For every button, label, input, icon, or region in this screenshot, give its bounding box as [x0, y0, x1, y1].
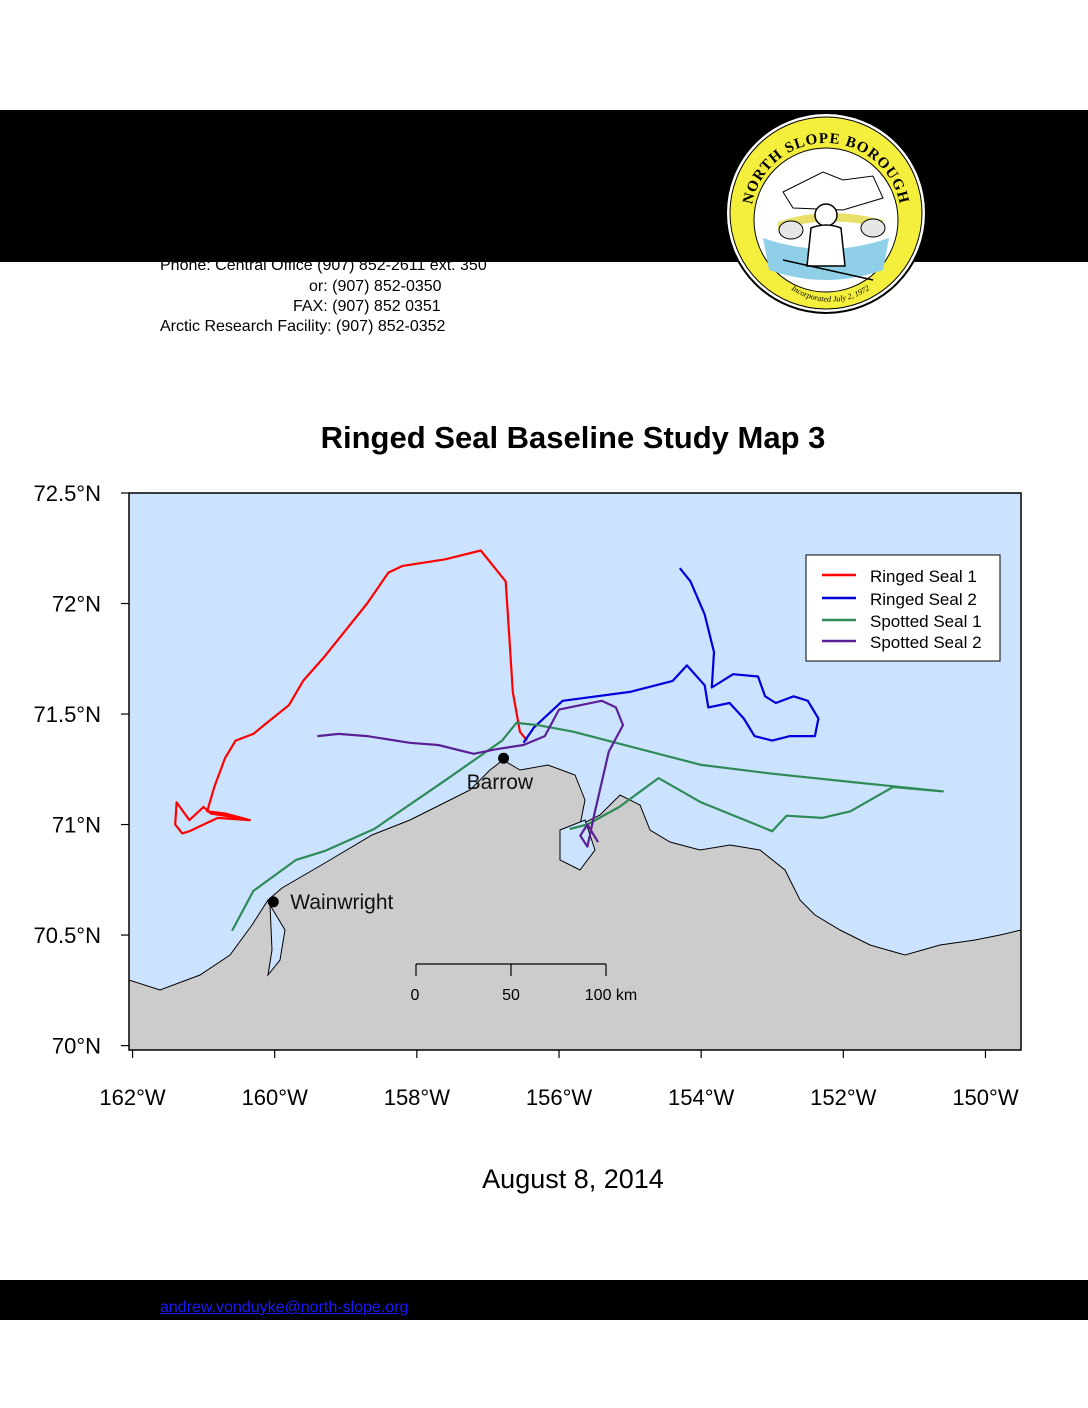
- lat-tick-label: 70.5°N: [33, 923, 101, 948]
- scale-bar: 0 50 100 km: [411, 963, 637, 1004]
- place-marker-wainwright: [267, 896, 279, 908]
- lagoon-dease: [559, 819, 596, 871]
- places-layer: Barrow Wainwright: [267, 752, 534, 914]
- legend-label-spotted-seal-2: Spotted Seal 2: [870, 633, 982, 652]
- place-label-wainwright: Wainwright: [290, 891, 393, 914]
- legend-label-spotted-seal-1: Spotted Seal 1: [870, 612, 982, 631]
- lon-tick-label: 160°W: [242, 1085, 309, 1110]
- lat-tick-label: 72.5°N: [33, 481, 101, 506]
- phone-line: Phone: Central Office (907) 852-2611 ext…: [160, 257, 487, 274]
- track-ringed-seal-1: [174, 549, 528, 835]
- lon-tick-label: 152°W: [810, 1085, 877, 1110]
- lon-tick-label: 162°W: [99, 1085, 166, 1110]
- research-line: Arctic Research Facility: (907) 852-0352: [160, 318, 446, 335]
- scale-label-100: 100 km: [585, 987, 637, 1004]
- place-label-barrow: Barrow: [467, 771, 534, 794]
- map-date: August 8, 2014: [482, 1164, 664, 1194]
- lat-tick-label: 71.5°N: [33, 702, 101, 727]
- map-frame: [128, 492, 1022, 1051]
- track-spotted-seal-2: [317, 699, 625, 848]
- map-land: [128, 759, 1022, 1051]
- tracks-layer: [174, 549, 944, 932]
- lon-tick-label: 156°W: [526, 1085, 593, 1110]
- scale-label-0: 0: [411, 987, 420, 1004]
- lon-tick-label: 150°W: [952, 1085, 1019, 1110]
- alt-phone-line: or: (907) 852-0350: [309, 278, 442, 295]
- legend: Ringed Seal 1 Ringed Seal 2 Spotted Seal…: [805, 554, 1001, 662]
- legend-box: [805, 554, 1001, 662]
- map-title: Ringed Seal Baseline Study Map 3: [320, 420, 826, 455]
- axis-layer: 162°W 160°W 158°W 156°W 154°W 152°W 150°W 72.5°…: [33, 481, 1018, 1110]
- scale-label-50: 50: [502, 987, 520, 1004]
- lon-tick-label: 158°W: [384, 1085, 451, 1110]
- fax-line: FAX: (907) 852 0351: [293, 298, 441, 315]
- lat-tick-label: 71°N: [52, 813, 101, 838]
- lat-tick-label: 72°N: [52, 592, 101, 617]
- place-marker-barrow: [498, 752, 510, 764]
- track-ringed-seal-2: [522, 567, 820, 744]
- track-spotted-seal-1: [231, 721, 944, 932]
- lon-tick-label: 154°W: [668, 1085, 735, 1110]
- email-link[interactable]: andrew.vonduyke@north-slope.org: [160, 1299, 409, 1316]
- lat-tick-label: 70°N: [52, 1034, 101, 1059]
- legend-label-ringed-seal-1: Ringed Seal 1: [870, 567, 977, 586]
- north-slope-borough-seal: NORTH SLOPE BOROUGH Incorporated July 2,…: [725, 112, 927, 314]
- footer-bar: [0, 1280, 1088, 1320]
- legend-label-ringed-seal-2: Ringed Seal 2: [870, 590, 977, 609]
- lagoon-wainwright: [267, 904, 286, 977]
